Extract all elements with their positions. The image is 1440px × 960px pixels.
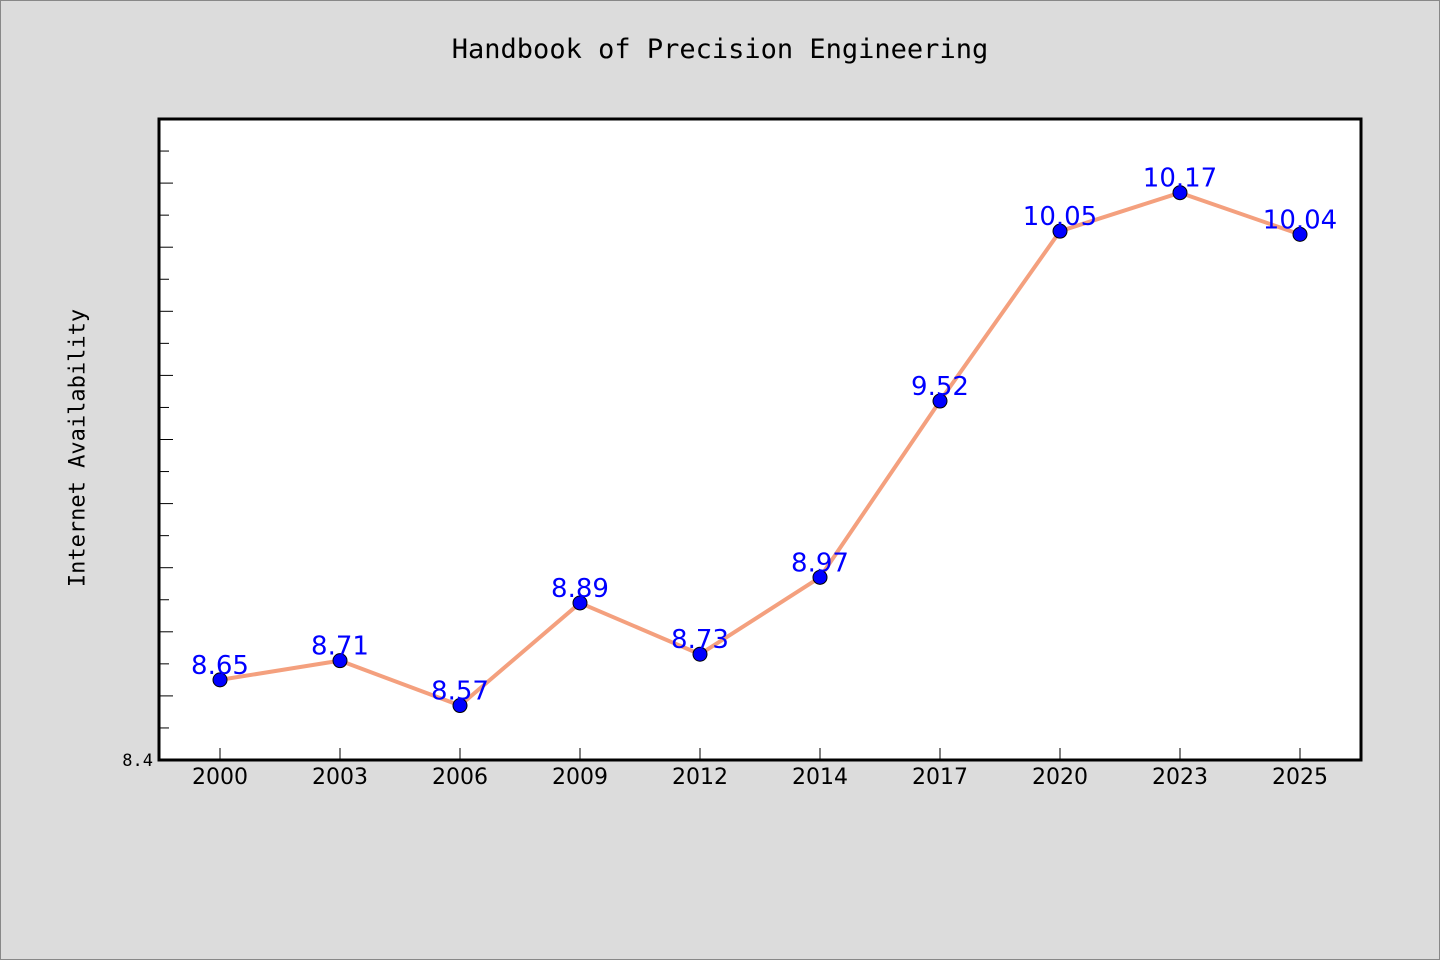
chart-title: Handbook of Precision Engineering xyxy=(451,34,989,65)
data-point xyxy=(212,672,228,688)
x-tick-label: 2012 xyxy=(672,765,728,790)
data-label: 10.04 xyxy=(1263,205,1337,235)
data-labels: 8.65 8.71 8.57 8.89 8.73 8.97 9.52 10.05 10.17 10… xyxy=(191,164,1337,707)
data-point xyxy=(572,595,588,611)
x-tick-label: 2009 xyxy=(552,765,608,790)
x-tick-label: 2003 xyxy=(312,765,368,790)
x-axis-ticks: 2000 2003 2006 2009 2012 2014 2017 2020 2023 2025 xyxy=(192,748,1328,790)
series-markers xyxy=(212,185,1308,714)
data-point xyxy=(1052,223,1068,239)
data-label: 10.17 xyxy=(1143,164,1217,194)
x-tick-label: 2000 xyxy=(192,765,248,790)
data-label: 9.52 xyxy=(911,372,969,402)
plot-area xyxy=(157,117,1363,762)
data-point xyxy=(932,393,948,409)
x-tick-label: 2017 xyxy=(912,765,968,790)
data-label: 8.73 xyxy=(671,625,729,655)
series-line xyxy=(219,190,1301,708)
x-tick-label: 2023 xyxy=(1152,765,1208,790)
y-axis-ticks: 8.4 xyxy=(122,150,173,771)
data-point xyxy=(812,569,828,585)
x-tick-label: 2006 xyxy=(432,765,488,790)
x-tick-label: 2025 xyxy=(1272,765,1328,790)
x-tick-label: 2020 xyxy=(1032,765,1088,790)
x-tick-label: 2014 xyxy=(792,765,848,790)
data-label: 8.65 xyxy=(191,651,249,681)
data-label: 8.57 xyxy=(431,677,489,707)
data-label: 8.97 xyxy=(791,548,849,578)
data-point xyxy=(1172,185,1188,201)
data-point xyxy=(692,646,708,662)
data-point xyxy=(452,698,468,714)
y-tick-label: 8.4 xyxy=(122,751,153,771)
data-label: 8.71 xyxy=(311,632,369,662)
data-label: 10.05 xyxy=(1023,202,1097,232)
data-label: 8.89 xyxy=(551,574,609,604)
data-point xyxy=(1292,226,1308,242)
data-point xyxy=(332,653,348,669)
